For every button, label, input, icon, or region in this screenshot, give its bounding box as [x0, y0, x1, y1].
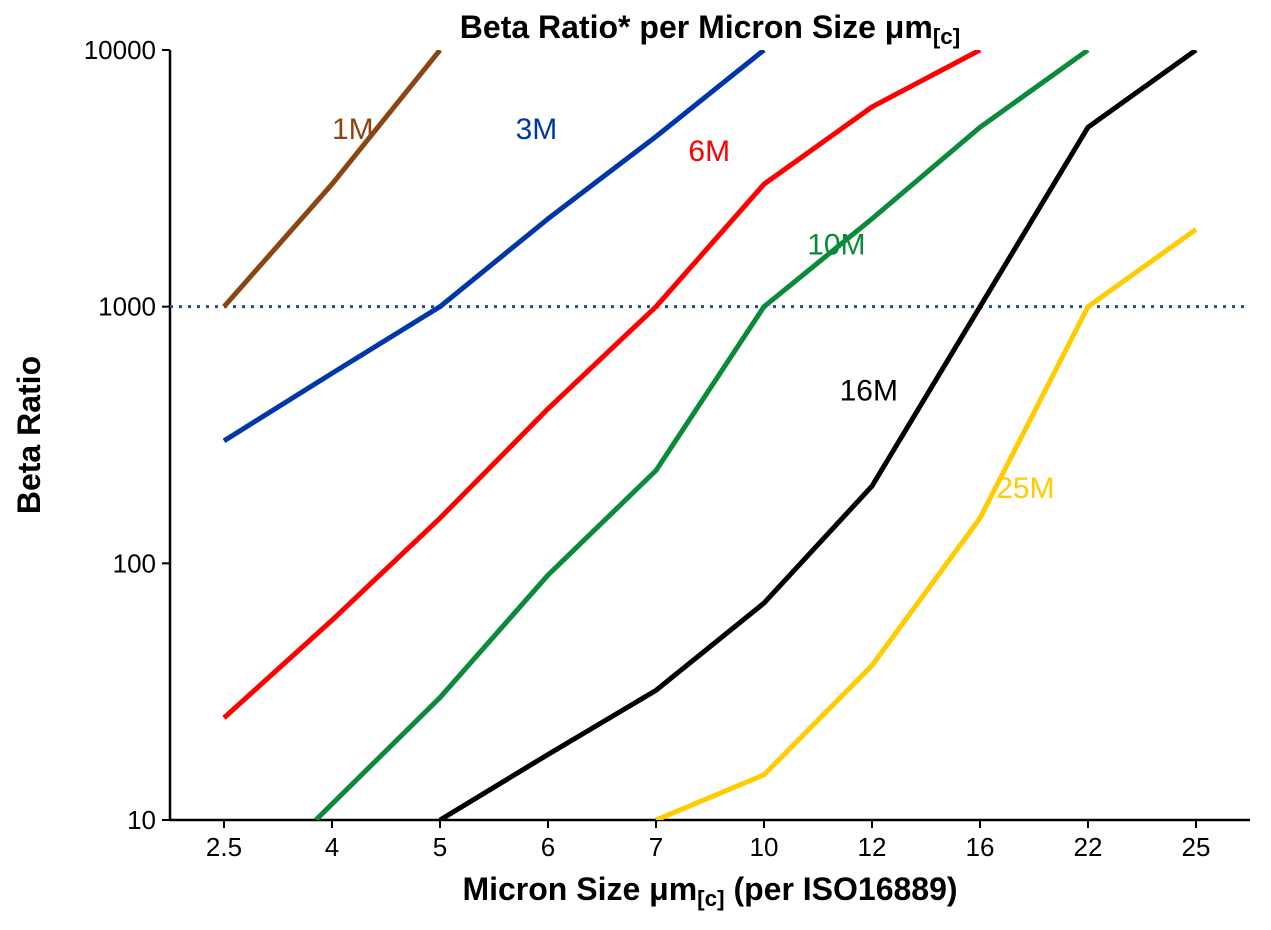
y-tick-label: 100 [113, 548, 156, 578]
series-label: 3M [516, 113, 558, 146]
x-tick-label: 4 [325, 832, 339, 862]
chart-title: Beta Ratio* per Micron Size μm[c] [460, 9, 960, 49]
beta-ratio-chart: 10 100 1000 10000 2.5 4 5 6 7 10 12 16 22 25 1M 3M 6M 10M… [0, 0, 1271, 930]
series-label: 1M [332, 113, 374, 146]
x-tick-label: 5 [433, 832, 447, 862]
series-label: 6M [688, 135, 730, 168]
x-tick-label: 2.5 [206, 832, 242, 862]
x-tick-label: 22 [1074, 832, 1103, 862]
chart-container: 10 100 1000 10000 2.5 4 5 6 7 10 12 16 22 25 1M 3M 6M 10M… [0, 0, 1271, 930]
series-label: 16M [840, 375, 898, 408]
x-tick-label: 16 [966, 832, 995, 862]
x-tick-label: 6 [541, 832, 555, 862]
x-tick-label: 7 [649, 832, 663, 862]
y-tick-label: 1000 [98, 292, 156, 322]
x-tick-label: 25 [1182, 832, 1211, 862]
y-tick-label: 10000 [84, 35, 156, 65]
y-axis-label: Beta Ratio [11, 356, 47, 514]
y-tick-label: 10 [127, 805, 156, 835]
series-label: 10M [807, 228, 865, 261]
x-tick-label: 12 [858, 832, 887, 862]
x-tick-label: 10 [750, 832, 779, 862]
series-label: 25M [996, 472, 1054, 505]
